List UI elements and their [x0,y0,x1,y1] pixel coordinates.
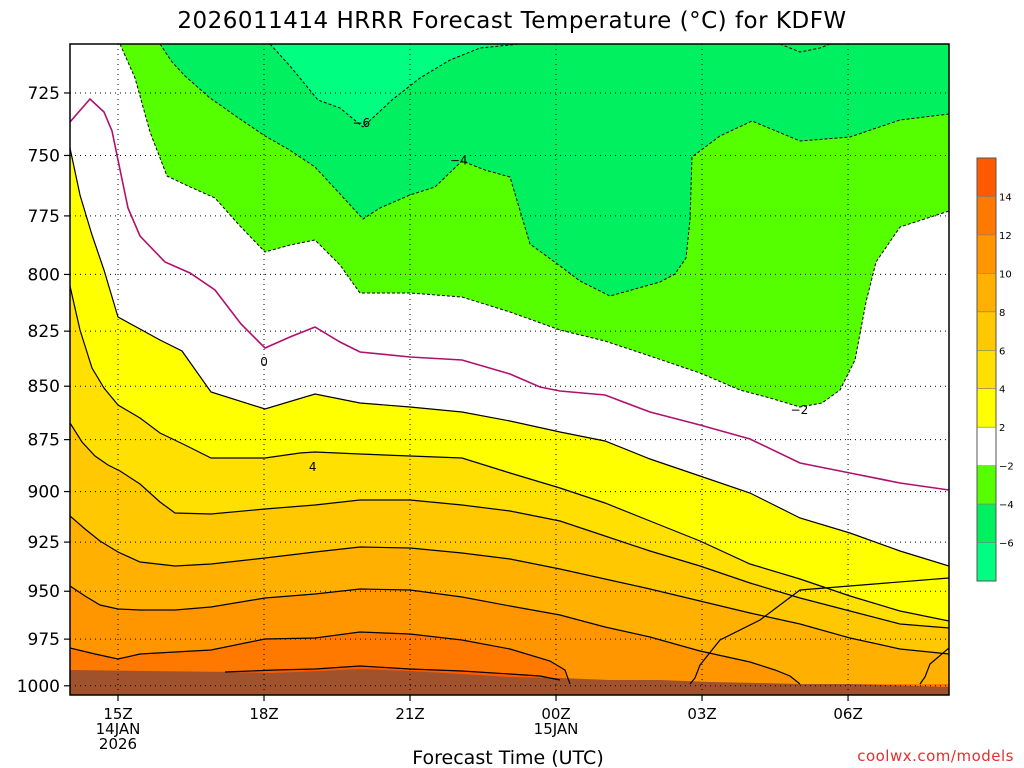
colorbar-swatch [977,427,996,466]
credit-text: coolwx.com/models [857,747,1014,765]
x-axis-label: Forecast Time (UTC) [412,747,603,768]
y-tick-label: 850 [28,377,60,397]
contour-minus2 [119,44,949,408]
colorbar-swatch [977,273,996,312]
contour-minus4 [159,44,949,297]
contour-12 [70,631,571,685]
x-tick-label: 06Z [833,705,862,723]
colorbar-swatch [977,542,996,581]
colorbar-label: 10 [999,269,1012,280]
contour-8 [70,515,949,655]
x-tick-label: 21Z [395,705,424,723]
colorbar-label: 4 [999,385,1005,396]
contour-label: 4 [309,460,317,474]
contour-label: −2 [791,403,809,417]
contour-10 [70,585,801,685]
band-below-minus6 [270,44,520,127]
colorbar-swatch [977,504,996,543]
y-axis: 725 750 775 800 825 850 875 900 925 950 975 1000 [17,84,70,697]
y-tick-label: 875 [28,431,60,451]
colorbar-swatch [977,196,996,235]
contour-0-freezing-line [70,97,949,491]
colorbar-swatch [977,158,996,197]
grid-lines [70,44,949,695]
x-tick-label: 00Z [541,705,570,723]
y-tick-label: 825 [28,322,60,342]
colorbar-label: −4 [999,500,1014,511]
y-tick-label: 950 [28,582,60,602]
contour-lines [70,44,949,685]
x-tick-label: 15JAN [534,720,579,738]
colorbar-swatch [977,350,996,389]
colorbar-label: 14 [999,192,1012,203]
contour-10-right [919,647,949,685]
colorbar-swatch [977,234,996,274]
y-tick-label: 925 [28,533,60,553]
colorbar-label: −2 [999,462,1014,473]
colorbar-label: 8 [999,308,1005,319]
contour-4 [70,285,949,622]
contour-label: −6 [352,116,370,130]
colorbar-swatch [977,311,996,351]
x-tick-label: 14JAN [96,720,141,738]
plot-frame [69,43,950,696]
contour-minus4-top [779,44,831,53]
colorbar-label: −6 [999,539,1014,550]
contour-6 [70,422,949,629]
y-tick-label: 775 [28,207,60,227]
chart-title: 2026011414 HRRR Forecast Temperature (°C… [177,8,846,34]
colorbar-swatch [977,388,996,428]
x-tick-label: 03Z [687,705,716,723]
plot-area [70,44,949,695]
x-tick-label: 18Z [249,705,278,723]
colorbar-label: 6 [999,346,1005,357]
y-tick-label: 1000 [17,677,60,697]
contour-2 [70,147,949,567]
contour-label: 0 [260,355,268,369]
y-tick-label: 975 [28,630,60,650]
x-tick-label: 2026 [99,735,137,753]
contour-label: −4 [450,153,468,167]
contour-14 [224,665,561,681]
colorbar-legend: 14 12 10 8 6 4 2 −2 −4 −6 [976,157,1014,582]
contour-minus6 [269,44,521,128]
colorbar-swatch [977,465,996,505]
colorbar-label: 12 [999,231,1012,242]
y-tick-label: 800 [28,265,60,285]
y-tick-label: 750 [28,146,60,166]
x-tick-label: 15Z [103,705,132,723]
contour-labels: −6 −4 0 4 −2 [260,116,808,474]
contour-12-right [689,577,949,685]
y-tick-label: 900 [28,483,60,503]
colorbar-label: 2 [999,423,1005,434]
ground-below-surface [70,669,949,695]
colorbar-frame [976,157,997,582]
y-tick-label: 725 [28,84,60,104]
